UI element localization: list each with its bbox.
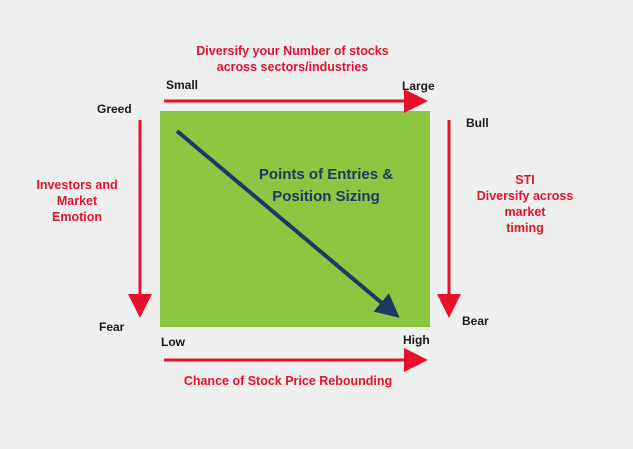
green-quadrant-box [160,111,430,327]
right-title: STI Diversify across market timing [455,172,595,236]
label-high: High [403,333,430,347]
right-title-line1: STI [515,173,535,187]
top-title: Diversify your Number of stocks across s… [170,43,415,75]
label-bear: Bear [462,314,489,328]
left-title-line2: Market [56,194,98,208]
label-bull: Bull [466,116,489,130]
center-label-line1: Points of Entries & [258,166,394,183]
center-label: Points of Entries & Position Sizing [246,164,406,208]
label-low: Low [161,335,185,349]
left-title-line1: Investors and [36,178,118,192]
left-title-line3: Emotion [52,210,102,224]
label-small: Small [166,78,199,92]
right-title-line3: timing [506,221,544,235]
right-title-line2: Diversify across market [476,189,574,219]
top-title-line2: across sectors/industries [216,60,369,74]
bottom-title: Chance of Stock Price Rebounding [183,374,393,388]
top-title-line1: Diversify your Number of stocks [196,44,389,58]
center-label-line2: Position Sizing [272,188,380,205]
left-title: Investors and Market Emotion [27,177,127,225]
label-large: Large [402,79,435,93]
label-greed: Greed [97,102,132,116]
label-fear: Fear [99,320,125,334]
diagonal-arrow [175,129,400,318]
